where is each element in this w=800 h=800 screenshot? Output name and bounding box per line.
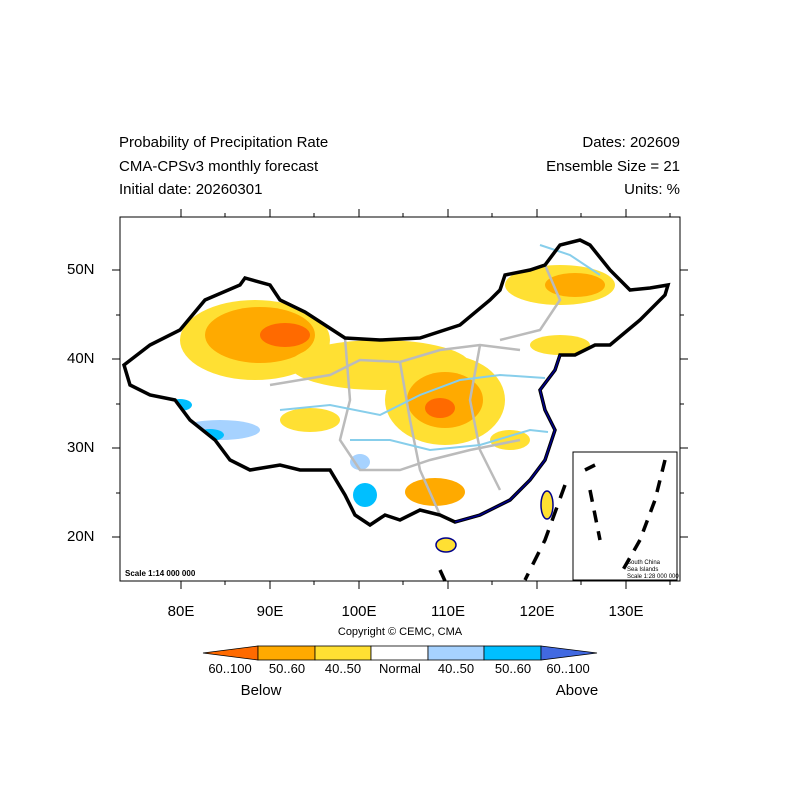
lon-tick-80e: 80E [167, 603, 195, 620]
inset-label-line1: South China [627, 560, 661, 566]
legend-swatch-above-60-100 [540, 645, 598, 661]
nine-dash-line [438, 484, 567, 582]
copyright: Copyright © CEMC, CMA [337, 626, 463, 638]
coastline [454, 354, 561, 523]
legend-label-below-50-60: 50..60 [268, 661, 306, 676]
map-scale-label: Scale 1:14 000 000 [125, 569, 196, 578]
title-line-3: Initial date: 20260301 [119, 181, 263, 198]
legend-label-above-40-50: 40..50 [437, 661, 475, 676]
province-borders [269, 264, 562, 516]
legend-above-label: Above [555, 682, 599, 699]
inset-dash-line [584, 459, 667, 576]
legend-label-below-40-50: 40..50 [324, 661, 362, 676]
axis-ticks [112, 209, 688, 589]
lon-tick-120e: 120E [519, 603, 555, 620]
legend-label-normal: Normal [379, 661, 421, 676]
lon-tick-130e: 130E [608, 603, 644, 620]
inset-frame [572, 451, 678, 581]
legend-swatch-normal [370, 645, 429, 661]
lat-tick-40n: 40N [67, 350, 95, 367]
legend-swatch-below-40-50 [314, 645, 372, 661]
legend-label-above-60-100: 60..100 [546, 661, 590, 676]
lon-tick-90e: 90E [256, 603, 284, 620]
legend-swatch-above-40-50 [427, 645, 485, 661]
lon-tick-110e: 110E [431, 603, 465, 620]
lat-tick-20n: 20N [67, 528, 95, 545]
legend-below-label: Below [240, 682, 282, 699]
title-line-1: Probability of Precipitation Rate [119, 134, 329, 151]
lat-tick-30n: 30N [67, 439, 95, 456]
inset-label: South China Sea Islands Scale 1:28 000 0… [627, 560, 679, 581]
legend-label-above-50-60: 50..60 [494, 661, 532, 676]
dates-label: Dates: 202609 [582, 134, 680, 151]
legend-swatch-below-50-60 [257, 645, 316, 661]
hainan [435, 537, 457, 553]
lat-tick-50n: 50N [67, 261, 95, 278]
ensemble-size-label: Ensemble Size = 21 [546, 158, 680, 175]
title-line-2: CMA-CPSv3 monthly forecast [119, 158, 319, 175]
taiwan [540, 490, 554, 520]
units-label: Units: % [624, 181, 680, 198]
legend-label-below-60-100: 60..100 [208, 661, 252, 676]
lon-tick-100e: 100E [341, 603, 377, 620]
inset-label-line2: Sea Islands [627, 567, 659, 573]
legend-swatch-below-60-100 [202, 645, 259, 661]
inset-label-line3: Scale 1:28 000 000 [627, 574, 679, 580]
legend-colorbar [202, 645, 598, 661]
rivers [279, 244, 601, 452]
legend-swatch-above-50-60 [483, 645, 542, 661]
